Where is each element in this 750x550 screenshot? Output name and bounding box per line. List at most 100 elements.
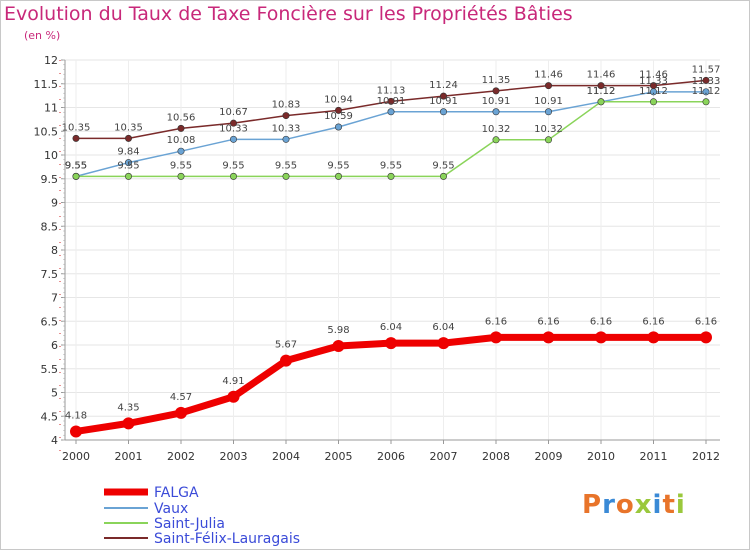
data-label: 9.84	[117, 147, 139, 158]
data-label: 9.55	[380, 160, 402, 171]
data-label: 10.33	[272, 123, 301, 134]
data-label: 6.16	[695, 316, 717, 327]
data-point	[492, 87, 500, 95]
x-tick-label: 2004	[272, 450, 300, 463]
data-point	[177, 124, 185, 132]
data-label: 5.67	[275, 340, 297, 351]
data-point	[332, 339, 345, 352]
data-point	[492, 108, 500, 116]
data-point	[702, 88, 710, 96]
data-label: 10.56	[167, 112, 196, 123]
data-label: 9.55	[432, 160, 454, 171]
data-point	[595, 331, 607, 344]
logo-letter: o	[615, 490, 635, 520]
data-label: 10.91	[429, 96, 458, 107]
data-point	[334, 106, 342, 114]
data-point	[282, 172, 290, 180]
x-tick-label: 2007	[430, 450, 458, 463]
data-point	[387, 108, 395, 116]
data-label: 10.32	[534, 124, 563, 135]
data-point	[125, 159, 133, 167]
data-label: 9.55	[170, 160, 192, 171]
data-point	[387, 97, 395, 105]
y-tick-label: 6	[51, 339, 58, 352]
x-tick-label: 2000	[62, 450, 90, 463]
data-label: 9.55	[65, 160, 87, 171]
logo-letter: P	[582, 490, 603, 520]
data-label: 9.55	[65, 160, 87, 171]
logo-letter: i	[652, 490, 663, 520]
data-point	[334, 123, 342, 131]
x-tick-label: 2006	[377, 450, 405, 463]
y-tick-label: 9.5	[41, 173, 59, 186]
data-label: 6.16	[485, 316, 507, 327]
y-tick-label: 7.5	[41, 268, 59, 281]
y-axis-unit-label: (en %)	[24, 29, 61, 42]
proxiti-logo: Proxiti	[582, 490, 686, 520]
data-label: 11.24	[429, 80, 458, 91]
data-label: 10.08	[167, 135, 196, 146]
data-point	[72, 134, 80, 142]
data-point	[125, 172, 133, 180]
data-label: 9.55	[117, 160, 139, 171]
data-point	[649, 88, 657, 96]
x-tick-label: 2001	[115, 450, 143, 463]
data-point	[439, 172, 447, 180]
data-label: 6.04	[432, 322, 454, 333]
data-point	[280, 354, 292, 367]
data-point	[700, 331, 712, 344]
data-point	[542, 331, 555, 344]
x-tick-label: 2008	[482, 450, 510, 463]
data-label: 9.55	[222, 160, 244, 171]
data-point	[439, 108, 447, 116]
data-label: 10.83	[272, 100, 301, 111]
data-label: 11.46	[587, 70, 616, 81]
y-tick-label: 8.5	[41, 220, 59, 233]
data-label: 11.12	[587, 86, 616, 97]
data-label: 9.55	[275, 160, 297, 171]
data-point	[544, 82, 552, 90]
data-label: 10.33	[219, 123, 248, 134]
logo-letter: i	[675, 490, 686, 520]
data-point	[70, 425, 82, 438]
x-tick-label: 2012	[692, 450, 720, 463]
data-label: 11.35	[482, 75, 511, 86]
y-tick-label: 5.5	[41, 363, 59, 376]
data-label: 11.46	[639, 70, 668, 81]
y-tick-label: 7	[51, 292, 58, 305]
data-label: 4.57	[170, 392, 192, 403]
data-label: 11.57	[692, 64, 721, 75]
data-label: 11.33	[692, 76, 721, 87]
y-tick-label: 11	[44, 102, 58, 115]
data-point	[230, 135, 238, 143]
logo-letter: t	[662, 490, 676, 520]
data-point	[544, 136, 552, 144]
data-label: 10.91	[377, 96, 406, 107]
data-point	[334, 172, 342, 180]
data-label: 5.98	[327, 325, 349, 336]
data-label: 11.33	[639, 76, 668, 87]
logo-letter: r	[602, 490, 616, 520]
x-tick-label: 2011	[640, 450, 668, 463]
data-point	[177, 147, 185, 155]
data-label: 10.91	[534, 96, 563, 107]
y-tick-label: 10	[44, 149, 58, 162]
x-tick-label: 2003	[220, 450, 248, 463]
data-label: 6.16	[537, 316, 559, 327]
data-point	[125, 134, 133, 142]
data-point	[544, 108, 552, 116]
data-point	[282, 135, 290, 143]
data-label: 10.59	[324, 111, 353, 122]
data-label: 10.32	[482, 124, 511, 135]
data-label: 6.04	[380, 322, 402, 333]
data-point	[175, 406, 187, 419]
chart-title: Evolution du Taux de Taxe Foncière sur l…	[4, 3, 573, 25]
data-label: 4.91	[222, 376, 244, 387]
data-point	[647, 331, 660, 344]
data-point	[702, 76, 710, 84]
data-label: 11.13	[377, 85, 406, 96]
data-point	[439, 92, 447, 100]
data-point	[385, 337, 397, 350]
y-tick-label: 12	[44, 54, 58, 67]
